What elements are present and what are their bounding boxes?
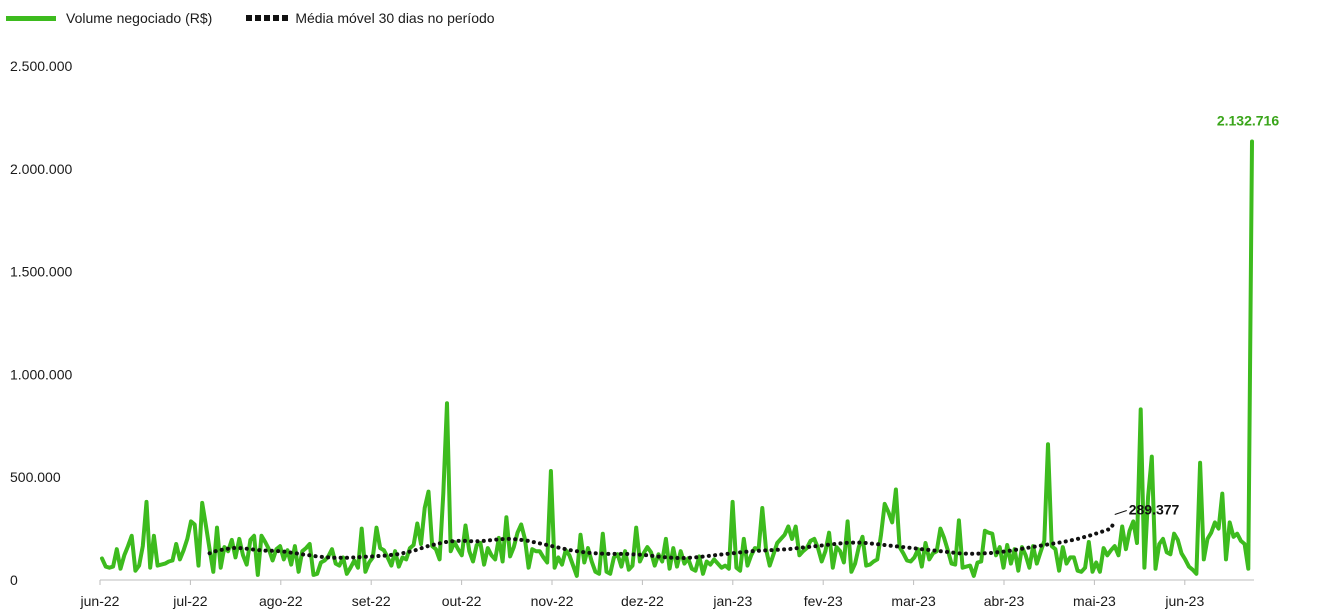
y-tick-label: 2.000.000 bbox=[10, 161, 72, 177]
legend-item-volume[interactable]: Volume negociado (R$) bbox=[6, 10, 212, 26]
volume-series-line bbox=[100, 139, 1254, 578]
y-axis-ticks: 0 500.000 1.000.000 1.500.000 2.000.000 2.500… bbox=[10, 58, 72, 588]
legend: Volume negociado (R$) Média móvel 30 dia… bbox=[6, 8, 529, 28]
x-tick-label: abr-23 bbox=[984, 593, 1025, 609]
peak-value-label: 2.132.716 bbox=[1217, 113, 1279, 129]
y-tick-label: 1.500.000 bbox=[10, 264, 72, 280]
x-tick-label: set-22 bbox=[352, 593, 391, 609]
legend-label-volume: Volume negociado (R$) bbox=[66, 10, 213, 26]
legend-swatch-moving-average bbox=[246, 15, 291, 21]
x-tick-label: jun-22 bbox=[80, 593, 120, 609]
x-tick-label: nov-22 bbox=[531, 593, 574, 609]
x-tick-label: out-22 bbox=[442, 593, 482, 609]
x-tick-label: jul-22 bbox=[172, 593, 207, 609]
legend-item-moving-average[interactable]: Média móvel 30 dias no período bbox=[246, 10, 495, 26]
x-tick-label: mai-23 bbox=[1073, 593, 1116, 609]
x-tick-label: ago-22 bbox=[259, 593, 303, 609]
y-tick-label: 2.500.000 bbox=[10, 58, 72, 74]
x-tick-label: dez-22 bbox=[621, 593, 664, 609]
y-tick-label: 1.000.000 bbox=[10, 366, 72, 382]
legend-label-moving-average: Média móvel 30 dias no período bbox=[295, 10, 495, 26]
x-tick-label: jun-23 bbox=[1164, 593, 1204, 609]
moving-average-series-line bbox=[207, 518, 1117, 560]
x-tick-label: mar-23 bbox=[891, 593, 936, 609]
x-axis-ticks: jun-22 jul-22 ago-22 set-22 out-22 nov-22 dez-… bbox=[80, 580, 1204, 609]
legend-swatch-volume bbox=[6, 15, 56, 21]
moving-average-last-label: 289.377 bbox=[1129, 502, 1180, 518]
moving-average-leader-line bbox=[1114, 510, 1127, 515]
x-tick-label: fev-23 bbox=[804, 593, 843, 609]
x-tick-label: jan-23 bbox=[712, 593, 752, 609]
y-tick-label: 0 bbox=[10, 572, 18, 588]
y-tick-label: 500.000 bbox=[10, 469, 61, 485]
